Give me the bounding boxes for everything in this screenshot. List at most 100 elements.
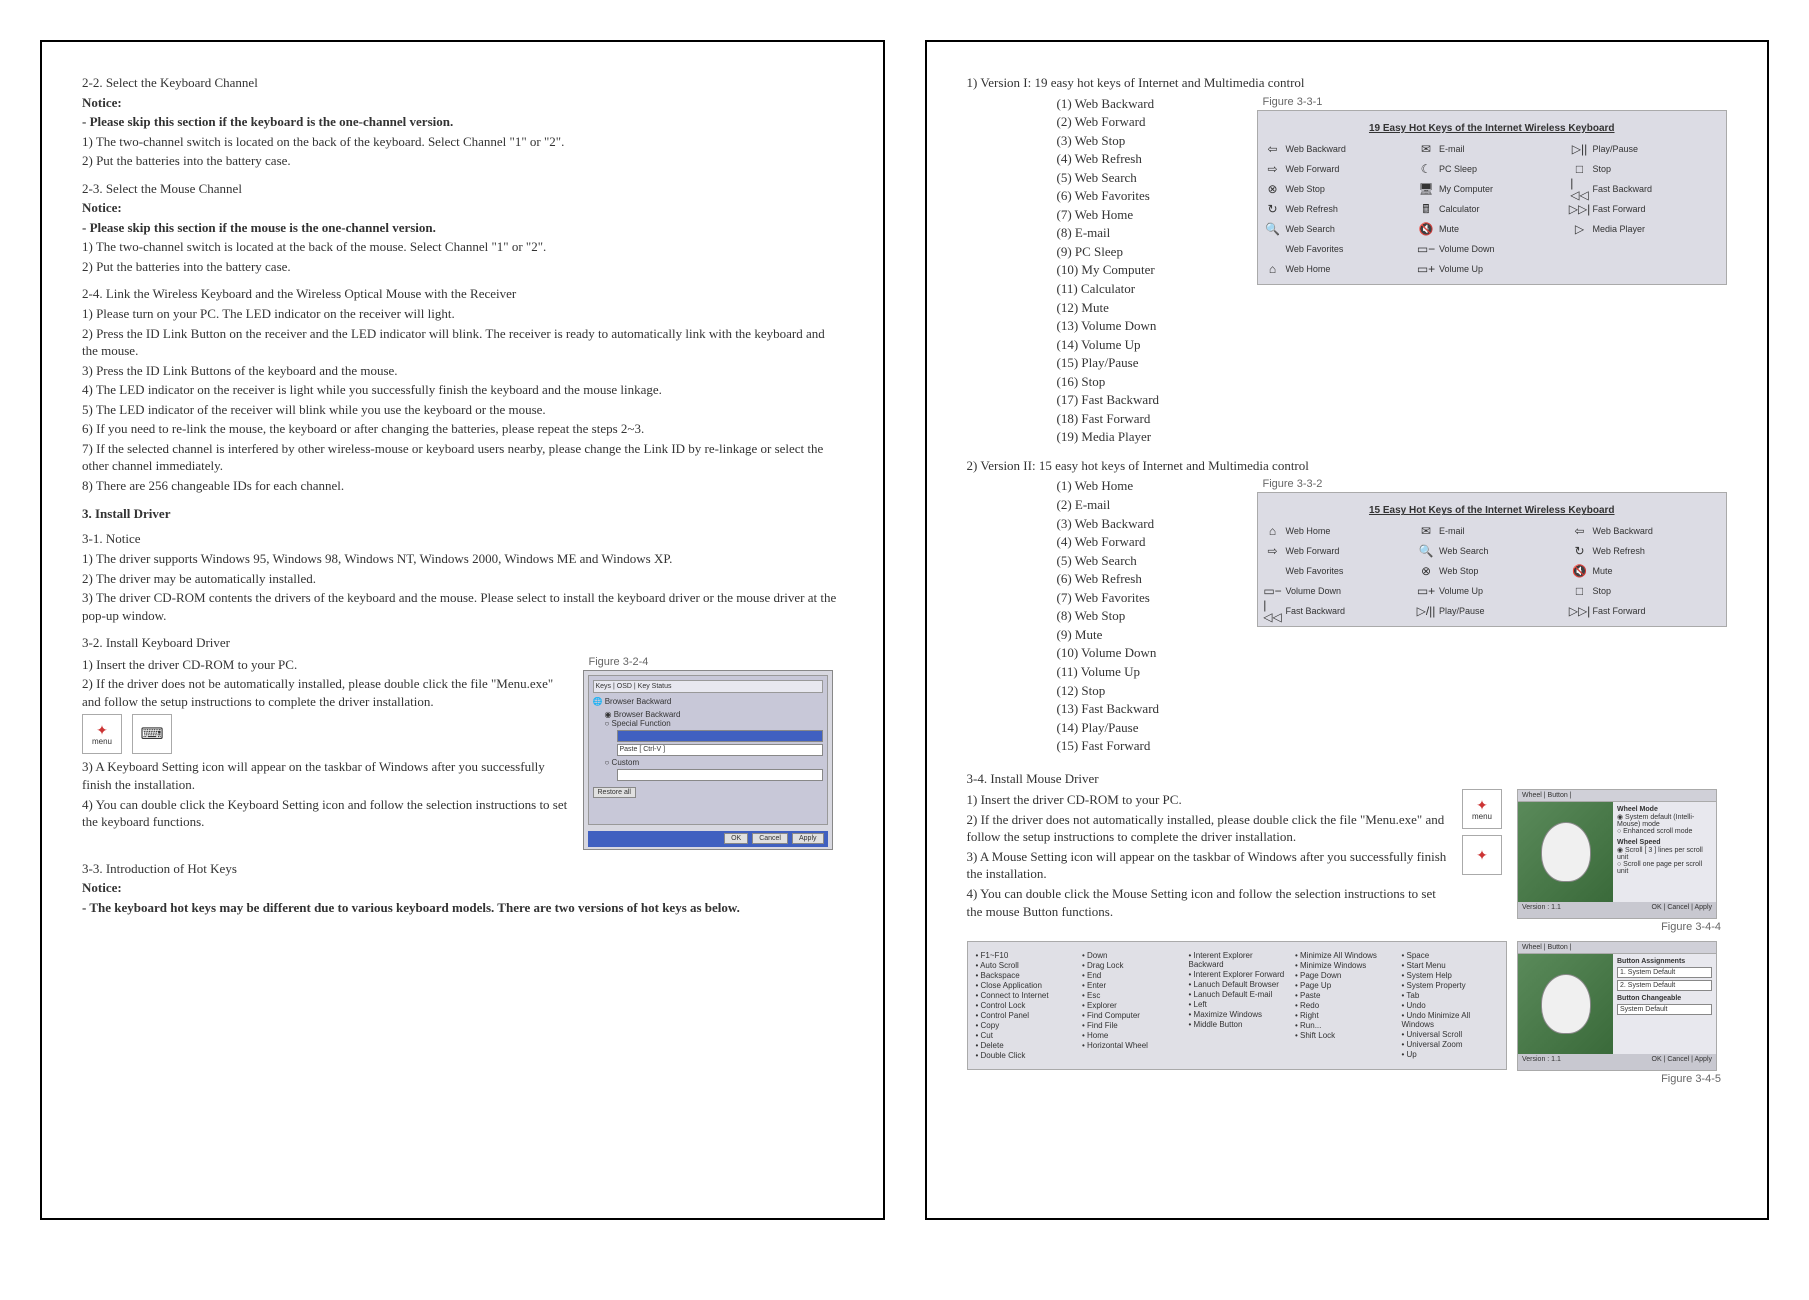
v1-item: (11) Calculator (1057, 280, 1237, 298)
v1-item: (8) E-mail (1057, 224, 1237, 242)
hotkey-label: Web Home (1286, 526, 1331, 536)
mf1-tabs: Wheel | Button | (1518, 790, 1716, 802)
function-item: • Control Lock (976, 1001, 1073, 1010)
mf2-left (1518, 954, 1613, 1054)
s32-title: 3-2. Install Keyboard Driver (82, 634, 843, 652)
hotkey-cell (1573, 262, 1719, 276)
function-item: • Middle Button (1189, 1020, 1286, 1029)
fig324-label: Figure 3-2-4 (583, 654, 843, 670)
function-item: • Horizontal Wheel (1082, 1041, 1179, 1050)
function-item: • Drag Lock (1082, 961, 1179, 970)
mf2-cancel: Cancel (1667, 1056, 1689, 1063)
function-item: • Page Down (1295, 971, 1392, 980)
mouse-setting-icon: ✦ (1462, 835, 1502, 875)
hotkey-label: Web Forward (1286, 546, 1340, 556)
v2-item: (14) Play/Pause (1057, 719, 1237, 737)
figure-3-4-5: Wheel | Button | Button Assignments 1. S… (1517, 941, 1717, 1071)
v2-item: (6) Web Refresh (1057, 570, 1237, 588)
hotkey-label: Play/Pause (1593, 144, 1639, 154)
hotkey-icon: ↻ (1573, 544, 1587, 558)
v2-item: (1) Web Home (1057, 477, 1237, 495)
hotkey-cell: 🔍Web Search (1419, 544, 1565, 558)
v1-item: (9) PC Sleep (1057, 243, 1237, 261)
hotkey-cell: □Stop (1573, 584, 1719, 598)
function-item: • Minimize All Windows (1295, 951, 1392, 960)
fig324-l3: ◉ Browser Backward (605, 710, 823, 719)
function-item: • Up (1402, 1050, 1499, 1059)
function-item: • Left (1189, 1000, 1286, 1009)
function-item: • Lanuch Default Browser (1189, 980, 1286, 989)
hotkey-label: Stop (1593, 164, 1612, 174)
s24-2: 2) Press the ID Link Button on the recei… (82, 325, 843, 360)
v2-item: (13) Fast Backward (1057, 700, 1237, 718)
mf1-opt4: ○ Scroll one page per scroll unit (1617, 861, 1712, 875)
hotkey-cell: ✉E-mail (1419, 142, 1565, 156)
v2-item: (5) Web Search (1057, 552, 1237, 570)
mouse-shape-icon (1541, 822, 1591, 882)
hotkey-label: Fast Backward (1286, 606, 1346, 616)
v2-item: (12) Stop (1057, 682, 1237, 700)
function-item: • Tab (1402, 991, 1499, 1000)
function-item: • End (1082, 971, 1179, 980)
bb-col-5: • Space• Start Menu• System Help• System… (1402, 950, 1499, 1061)
s23-bold: - Please skip this section if the mouse … (82, 219, 843, 237)
hotkey-cell: 🖩Calculator (1419, 202, 1565, 216)
menu-icon-label: menu (92, 737, 112, 746)
hotkey-cell: 🔇Mute (1573, 564, 1719, 578)
fig331-title: 19 Easy Hot Keys of the Internet Wireles… (1266, 119, 1719, 142)
fig344-label: Figure 3-4-4 (1517, 919, 1727, 935)
fig345-label: Figure 3-4-5 (1517, 1071, 1727, 1087)
hotkey-icon: 🔍 (1419, 544, 1433, 558)
hotkey-label: Volume Down (1439, 244, 1495, 254)
menu-icon-r: ✦ menu (1462, 789, 1502, 829)
v1-item: (4) Web Refresh (1057, 150, 1237, 168)
s24-8: 8) There are 256 changeable IDs for each… (82, 477, 843, 495)
function-item: • Connect to Internet (976, 991, 1073, 1000)
hotkey-cell: ✉E-mail (1419, 524, 1565, 538)
hotkey-cell (1573, 242, 1719, 256)
s24-1: 1) Please turn on your PC. The LED indic… (82, 305, 843, 323)
v2-item: (7) Web Favorites (1057, 589, 1237, 607)
function-item: • Auto Scroll (976, 961, 1073, 970)
hotkey-icon: 🔇 (1419, 222, 1433, 236)
hotkey-cell: ▷▷|Fast Forward (1573, 604, 1719, 618)
hotkey-label: E-mail (1439, 144, 1465, 154)
hotkey-cell: ⇨Web Forward (1266, 162, 1412, 176)
hotkey-label: Stop (1593, 586, 1612, 596)
function-item: • Page Up (1295, 981, 1392, 990)
mf2-ver: Version : 1.1 (1522, 1056, 1561, 1063)
hotkey-label: Web Stop (1286, 184, 1325, 194)
hotkey-cell: 🔍Web Search (1266, 222, 1412, 236)
v1-item: (5) Web Search (1057, 169, 1237, 187)
v2-item: (9) Mute (1057, 626, 1237, 644)
function-item: • Run... (1295, 1021, 1392, 1030)
function-item: • Double Click (976, 1051, 1073, 1060)
hotkey-icon: ⇦ (1573, 524, 1587, 538)
mf2-right: Button Assignments 1. System Default 2. … (1613, 954, 1716, 1054)
hotkey-icon: ▭+ (1419, 262, 1433, 276)
fig324-tabs: Keys | OSD | Key Status (593, 680, 823, 693)
notice-1: Notice: (82, 94, 843, 112)
s32-3: 3) A Keyboard Setting icon will appear o… (82, 758, 573, 793)
v1-item: (18) Fast Forward (1057, 410, 1237, 428)
s23-title: 2-3. Select the Mouse Channel (82, 180, 843, 198)
s34-1: 1) Insert the driver CD-ROM to your PC. (967, 791, 1448, 809)
s34-2: 2) If the driver does not automatically … (967, 811, 1448, 846)
hotkey-label: Web Forward (1286, 164, 1340, 174)
s3-title: 3. Install Driver (82, 506, 843, 522)
s33-title: 3-3. Introduction of Hot Keys (82, 860, 843, 878)
function-item: • Lanuch Default E-mail (1189, 990, 1286, 999)
mf2-ok: OK (1652, 1056, 1662, 1063)
function-item: • Cut (976, 1031, 1073, 1040)
hotkey-cell: 🖥My Computer (1419, 182, 1565, 196)
hotkey-cell: ⇦Web Backward (1573, 524, 1719, 538)
fig324-custom-field (617, 769, 823, 781)
function-item: • Explorer (1082, 1001, 1179, 1010)
hotkey-cell: Web Favorites (1266, 564, 1412, 578)
v1-item: (2) Web Forward (1057, 113, 1237, 131)
hotkey-icon: ⊗ (1266, 182, 1280, 196)
hotkey-cell: ▷/||Play/Pause (1419, 604, 1565, 618)
s23-1: 1) The two-channel switch is located at … (82, 238, 843, 256)
hotkey-icon: ⌂ (1266, 262, 1280, 276)
hotkey-cell: 🔇Mute (1419, 222, 1565, 236)
